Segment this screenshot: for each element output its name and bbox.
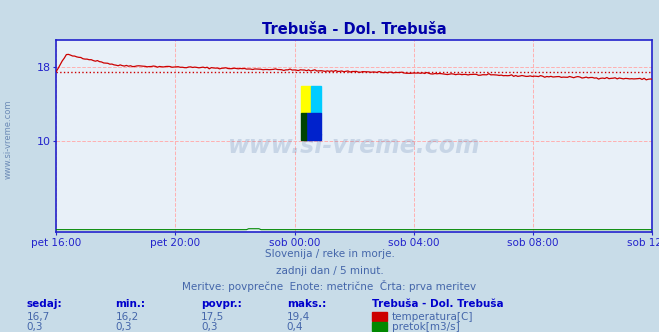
Text: temperatura[C]: temperatura[C] (392, 312, 474, 322)
Text: 17,5: 17,5 (201, 312, 224, 322)
Text: maks.:: maks.: (287, 299, 326, 309)
Text: 19,4: 19,4 (287, 312, 310, 322)
Text: pretok[m3/s]: pretok[m3/s] (392, 322, 460, 332)
Text: 0,3: 0,3 (115, 322, 132, 332)
Bar (301, 86, 311, 113)
Text: Trebuša - Dol. Trebuša: Trebuša - Dol. Trebuša (372, 299, 504, 309)
Bar (301, 113, 306, 140)
Text: www.si-vreme.com: www.si-vreme.com (228, 134, 480, 158)
Text: 0,4: 0,4 (287, 322, 303, 332)
Text: 16,2: 16,2 (115, 312, 138, 322)
Text: sedaj:: sedaj: (26, 299, 62, 309)
Text: 0,3: 0,3 (201, 322, 217, 332)
Title: Trebuša - Dol. Trebuša: Trebuša - Dol. Trebuša (262, 22, 447, 37)
Bar (311, 86, 322, 113)
Text: Meritve: povprečne  Enote: metrične  Črta: prva meritev: Meritve: povprečne Enote: metrične Črta:… (183, 281, 476, 292)
Text: zadnji dan / 5 minut.: zadnji dan / 5 minut. (275, 266, 384, 276)
Text: povpr.:: povpr.: (201, 299, 242, 309)
Text: min.:: min.: (115, 299, 146, 309)
Text: Slovenija / reke in morje.: Slovenija / reke in morje. (264, 249, 395, 259)
Bar (306, 113, 322, 140)
Text: 0,3: 0,3 (26, 322, 43, 332)
Text: 16,7: 16,7 (26, 312, 49, 322)
Text: www.si-vreme.com: www.si-vreme.com (3, 100, 13, 179)
